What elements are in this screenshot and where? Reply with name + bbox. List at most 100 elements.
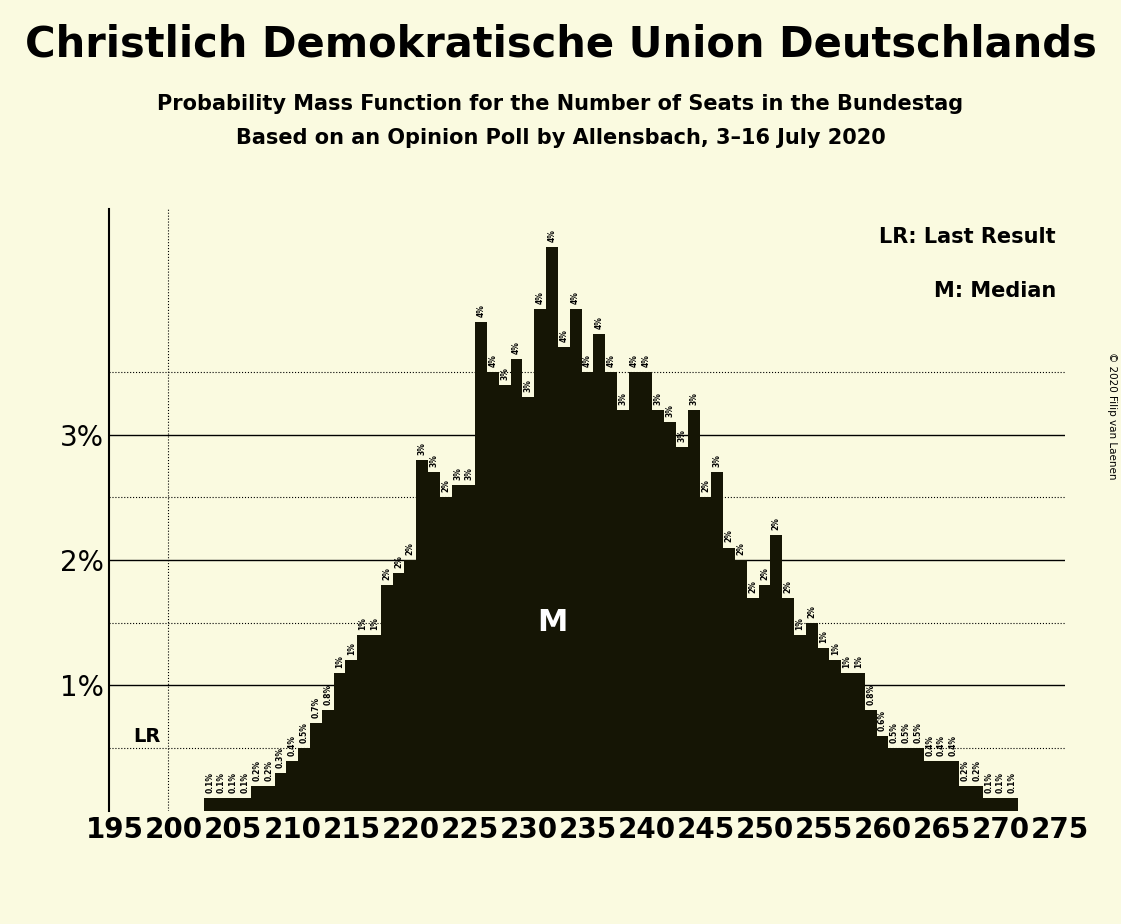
Text: LR: LR (133, 726, 160, 746)
Bar (369, 636, 381, 810)
Bar (215, 798, 228, 810)
Bar (864, 711, 877, 810)
Bar (593, 334, 605, 810)
Text: 0.1%: 0.1% (984, 772, 993, 793)
Text: 0.1%: 0.1% (995, 772, 1006, 793)
Text: 0.4%: 0.4% (937, 735, 946, 756)
Text: 1%: 1% (335, 655, 344, 668)
Bar (629, 372, 640, 810)
Text: 3%: 3% (666, 405, 675, 417)
Text: 2%: 2% (406, 542, 415, 555)
Bar (994, 798, 1007, 810)
Text: 0.3%: 0.3% (276, 748, 285, 768)
Text: 0.8%: 0.8% (323, 685, 332, 705)
Text: 1%: 1% (370, 617, 380, 630)
Text: 2%: 2% (701, 480, 710, 492)
Bar (381, 585, 392, 810)
Bar (535, 310, 546, 810)
Bar (735, 560, 747, 810)
Text: Based on an Opinion Poll by Allensbach, 3–16 July 2020: Based on an Opinion Poll by Allensbach, … (235, 128, 886, 148)
Bar (228, 798, 239, 810)
Text: 1%: 1% (819, 630, 828, 643)
Text: 3%: 3% (429, 455, 438, 468)
Text: Christlich Demokratische Union Deutschlands: Christlich Demokratische Union Deutschla… (25, 23, 1096, 65)
Bar (617, 409, 629, 810)
Bar (275, 773, 287, 810)
Bar (983, 798, 994, 810)
Bar (947, 760, 960, 810)
Text: 1%: 1% (843, 655, 852, 668)
Text: 4%: 4% (571, 291, 580, 304)
Bar (712, 472, 723, 810)
Text: 1%: 1% (831, 642, 840, 655)
Text: M: Median: M: Median (934, 281, 1056, 301)
Bar (640, 372, 652, 810)
Text: 1%: 1% (359, 617, 368, 630)
Bar (1007, 798, 1018, 810)
Bar (322, 711, 334, 810)
Bar (511, 359, 522, 810)
Bar (546, 247, 558, 810)
Bar (463, 485, 475, 810)
Text: 4%: 4% (547, 229, 556, 242)
Text: 2%: 2% (736, 542, 745, 555)
Text: 4%: 4% (595, 317, 604, 329)
Text: 3%: 3% (418, 442, 427, 455)
Text: 0.2%: 0.2% (972, 760, 981, 781)
Text: 1%: 1% (796, 617, 805, 630)
Text: 3%: 3% (689, 392, 698, 405)
Bar (900, 748, 912, 810)
Bar (652, 409, 664, 810)
Text: 0.1%: 0.1% (205, 772, 214, 793)
Bar (499, 384, 511, 810)
Text: 2%: 2% (771, 517, 780, 530)
Bar (405, 560, 416, 810)
Bar (558, 346, 569, 810)
Bar (830, 661, 841, 810)
Bar (452, 485, 463, 810)
Text: 1%: 1% (346, 642, 355, 655)
Text: 2%: 2% (395, 554, 404, 567)
Text: 2%: 2% (807, 605, 816, 618)
Bar (971, 785, 983, 810)
Bar (262, 785, 275, 810)
Text: 3%: 3% (713, 455, 722, 468)
Bar (794, 636, 806, 810)
Bar (723, 548, 735, 810)
Bar (700, 497, 712, 810)
Text: 0.5%: 0.5% (914, 723, 923, 743)
Bar (664, 422, 676, 810)
Text: 0.1%: 0.1% (241, 772, 250, 793)
Text: 3%: 3% (654, 392, 663, 405)
Text: Probability Mass Function for the Number of Seats in the Bundestag: Probability Mass Function for the Number… (157, 94, 964, 115)
Text: 4%: 4% (606, 354, 615, 367)
Bar (239, 798, 251, 810)
Text: 2%: 2% (748, 579, 757, 592)
Text: 0.4%: 0.4% (948, 735, 957, 756)
Text: 0.2%: 0.2% (961, 760, 970, 781)
Bar (912, 748, 924, 810)
Bar (888, 748, 900, 810)
Bar (439, 497, 452, 810)
Text: 0.2%: 0.2% (252, 760, 261, 781)
Text: 4%: 4% (583, 354, 592, 367)
Bar (358, 636, 369, 810)
Text: 2%: 2% (382, 567, 391, 580)
Text: M: M (537, 608, 567, 638)
Bar (770, 535, 782, 810)
Text: 2%: 2% (760, 567, 769, 580)
Text: 0.1%: 0.1% (1008, 772, 1017, 793)
Text: 0.5%: 0.5% (901, 723, 910, 743)
Text: 2%: 2% (784, 579, 793, 592)
Text: 0.5%: 0.5% (299, 723, 308, 743)
Text: 3%: 3% (524, 379, 532, 392)
Text: 3%: 3% (677, 430, 686, 443)
Bar (204, 798, 215, 810)
Bar (687, 409, 700, 810)
Bar (428, 472, 439, 810)
Text: 3%: 3% (465, 467, 474, 480)
Bar (475, 322, 488, 810)
Text: 2%: 2% (724, 529, 733, 542)
Bar (311, 723, 322, 810)
Bar (960, 785, 971, 810)
